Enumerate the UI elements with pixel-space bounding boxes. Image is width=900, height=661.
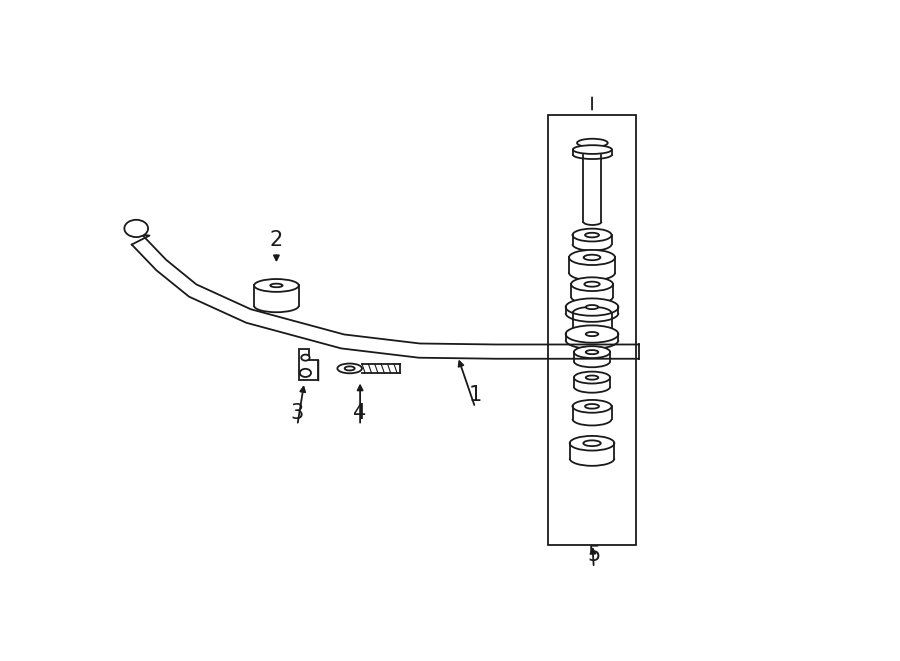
Ellipse shape (254, 279, 299, 292)
Ellipse shape (572, 229, 612, 241)
Text: 2: 2 (270, 229, 283, 250)
Ellipse shape (574, 346, 610, 358)
Ellipse shape (586, 332, 598, 336)
Bar (548, 115, 635, 545)
Circle shape (300, 369, 311, 377)
Ellipse shape (345, 366, 355, 370)
Ellipse shape (585, 233, 599, 237)
Ellipse shape (586, 350, 598, 354)
Text: 1: 1 (469, 385, 482, 405)
Text: 5: 5 (587, 545, 600, 565)
Ellipse shape (570, 436, 615, 451)
Text: 4: 4 (354, 403, 366, 422)
Ellipse shape (566, 298, 618, 316)
Text: 3: 3 (291, 403, 304, 422)
Ellipse shape (566, 325, 618, 342)
Ellipse shape (572, 278, 613, 291)
Ellipse shape (338, 364, 362, 373)
Circle shape (302, 354, 310, 361)
Ellipse shape (585, 404, 599, 408)
Ellipse shape (574, 371, 610, 383)
Ellipse shape (572, 400, 612, 412)
Ellipse shape (572, 145, 612, 154)
Ellipse shape (586, 305, 598, 309)
Ellipse shape (586, 375, 598, 379)
Ellipse shape (577, 139, 608, 147)
Circle shape (124, 220, 148, 237)
Ellipse shape (569, 250, 615, 265)
Ellipse shape (270, 284, 283, 288)
Ellipse shape (584, 254, 600, 260)
Ellipse shape (583, 440, 601, 446)
Ellipse shape (584, 282, 599, 287)
